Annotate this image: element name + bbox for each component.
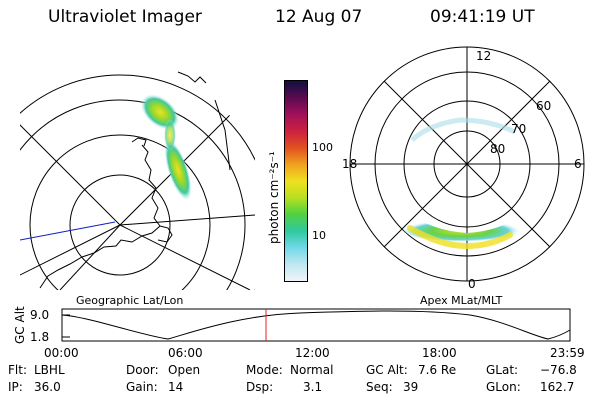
x-tick-0000: 00:00 <box>44 346 79 360</box>
geographic-map <box>20 71 255 290</box>
lat-60-label: 60 <box>536 99 551 113</box>
coastline <box>214 99 231 171</box>
map-title: Geographic Lat/Lon <box>76 294 184 307</box>
polar-title: Apex MLat/MLT <box>420 294 503 307</box>
terminator-line <box>20 221 116 241</box>
seq-label: Seq: <box>366 380 393 394</box>
altitude-curve <box>61 310 571 340</box>
coastline <box>39 144 161 289</box>
polar-plot: 12 18 6 0 60 70 80 <box>342 46 585 290</box>
date-label: 12 Aug 07 <box>275 7 363 27</box>
lat-70-label: 70 <box>511 122 526 136</box>
meridian <box>119 89 255 226</box>
aurora-emission <box>164 139 192 201</box>
altitude-tick-bottom: 1.8 <box>30 330 50 344</box>
gcalt-value: 7.6 Re <box>418 363 457 377</box>
colorbar-unit-label: photon cm⁻²s⁻¹ <box>267 151 281 244</box>
x-tick-0600: 06:00 <box>168 346 203 360</box>
altitude-axis-label: GC Alt <box>13 306 27 344</box>
mode-value: Normal <box>290 363 334 377</box>
lat-circle <box>29 134 211 290</box>
lat-circle <box>69 174 171 276</box>
coastline <box>177 71 207 84</box>
altitude-plot <box>61 308 571 342</box>
colorbar <box>284 80 308 282</box>
lat-circle <box>20 99 246 290</box>
mlt-6-label: 6 <box>574 157 582 171</box>
x-tick-1800: 18:00 <box>422 346 457 360</box>
aurora-faint <box>410 117 517 142</box>
meridian <box>119 224 251 290</box>
aurora-emission <box>140 94 180 130</box>
dsp-value: 3.1 <box>303 380 323 394</box>
gain-value: 14 <box>168 380 184 394</box>
mlt-12-label: 12 <box>476 49 491 63</box>
seq-value: 39 <box>403 380 419 394</box>
altitude-frame <box>61 308 571 342</box>
glon-label: GLon: <box>486 380 521 394</box>
ip-value: 36.0 <box>34 380 61 394</box>
coastline <box>131 137 147 147</box>
mlt-18-label: 18 <box>342 157 357 171</box>
colorbar-tick-100: 100 <box>312 141 333 154</box>
filter-label: Flt: <box>8 363 27 377</box>
aurora-oval-core <box>407 225 513 250</box>
glon-value: 162.7 <box>540 380 575 394</box>
aurora-emission <box>164 119 176 151</box>
filter-value: LBHL <box>34 363 65 377</box>
time-label: 09:41:19 UT <box>430 7 535 27</box>
meridian <box>119 214 255 226</box>
glat-value: −76.8 <box>540 363 577 377</box>
glat-label: GLat: <box>486 363 519 377</box>
x-tick-1200: 12:00 <box>295 346 330 360</box>
dsp-label: Dsp: <box>246 380 274 394</box>
lat-circle <box>20 74 255 290</box>
meridian <box>20 224 121 290</box>
gain-label: Gain: <box>126 380 158 394</box>
altitude-tick-top: 9.0 <box>30 308 50 322</box>
coastline <box>157 225 173 243</box>
door-label: Door: <box>126 363 159 377</box>
colorbar-tick-10: 10 <box>312 229 326 242</box>
meridian <box>20 84 121 226</box>
mode-label: Mode: <box>246 363 283 377</box>
door-value: Open <box>168 363 201 377</box>
ip-label: IP: <box>8 380 23 394</box>
mlt-0-label: 0 <box>468 277 476 290</box>
lat-80-label: 80 <box>490 142 505 156</box>
gcalt-label: GC Alt: <box>366 363 408 377</box>
instrument-title: Ultraviolet Imager <box>48 7 202 27</box>
x-tick-2359: 23:59 <box>550 346 585 360</box>
meridian <box>59 224 121 290</box>
